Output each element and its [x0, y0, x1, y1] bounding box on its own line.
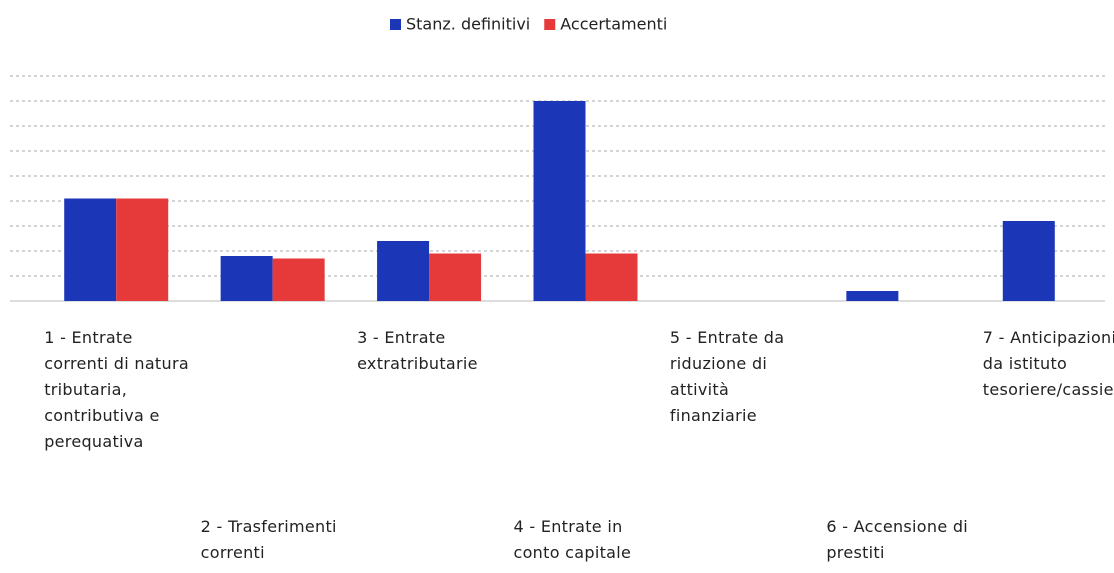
legend-label: Accertamenti	[560, 15, 667, 34]
x-tick-label: 4 - Entrate in conto capitale	[513, 517, 632, 562]
x-tick-label: 3 - Entrate extratributarie	[357, 328, 478, 373]
bar	[272, 258, 325, 301]
x-tick-label: 6 - Accensione di prestiti	[826, 517, 969, 562]
legend-swatch	[544, 19, 556, 30]
legend-swatch	[390, 19, 401, 30]
x-tick-label: 2 - Trasferimenti correnti	[200, 517, 337, 562]
bar	[585, 253, 638, 301]
bar	[64, 198, 117, 301]
bar	[1002, 221, 1055, 301]
bar	[116, 198, 169, 301]
bar	[846, 291, 899, 301]
bar	[220, 256, 273, 301]
bar	[533, 101, 586, 301]
x-tick-label: 7 - Anticipazioni da istituto tesoriere/…	[982, 328, 1114, 399]
bar	[377, 241, 430, 301]
bar	[429, 253, 482, 301]
legend-label: Stanz. definitivi	[406, 15, 530, 34]
x-tick-label: 5 - Entrate da riduzione di attività fin…	[669, 328, 785, 425]
x-tick-label: 1 - Entrate correnti di natura tributari…	[44, 328, 189, 451]
